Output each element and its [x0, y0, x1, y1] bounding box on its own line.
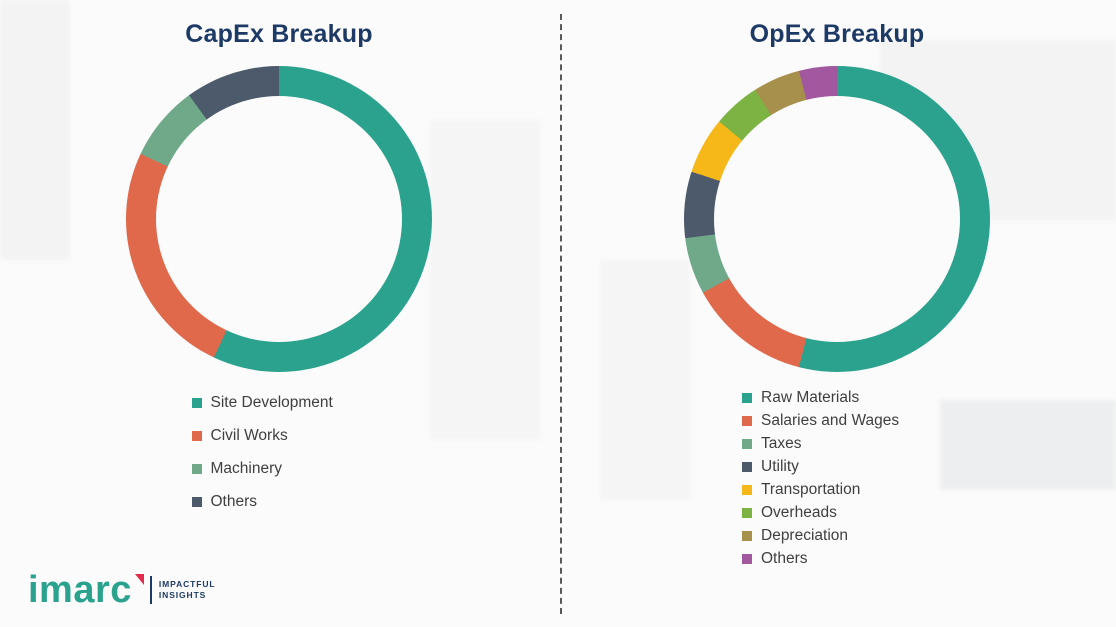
legend-item: Utility: [742, 455, 932, 478]
legend-label: Salaries and Wages: [761, 411, 900, 429]
legend-label: Transportation: [761, 480, 861, 498]
legend-label: Depreciation: [761, 526, 849, 544]
legend-item: Civil Works: [191, 419, 367, 452]
legend-label: Overheads: [761, 503, 837, 521]
capex-panel: CapEx Breakup Site Development Civil Wor…: [126, 20, 432, 518]
dashed-divider: [560, 14, 562, 614]
legend-item: Site Development: [191, 386, 367, 419]
legend-label: Civil Works: [210, 426, 288, 444]
donut-hole: [714, 96, 960, 342]
legend-swatch: [191, 496, 202, 507]
capex-donut-chart: [126, 66, 432, 372]
opex-panel: OpEx Breakup Raw Materials Salaries and …: [558, 0, 1116, 627]
legend-swatch: [191, 463, 202, 474]
logo-tagline: IMPACTFUL INSIGHTS: [159, 579, 216, 602]
legend-item: Others: [191, 485, 367, 518]
logo-tagline-line1: IMPACTFUL: [158, 578, 216, 589]
legend-swatch: [191, 430, 202, 441]
legend-item: Overheads: [742, 501, 932, 524]
legend-item: Salaries and Wages: [742, 409, 932, 432]
legend-item: Raw Materials: [742, 386, 932, 409]
legend-label: Site Development: [210, 393, 333, 411]
donut-hole: [156, 96, 402, 342]
legend-swatch: [742, 553, 752, 564]
legend-swatch: [742, 507, 752, 518]
legend-swatch: [742, 530, 752, 541]
legend-swatch: [742, 415, 752, 426]
legend-label: Machinery: [210, 459, 283, 477]
legend-label: Others: [761, 549, 808, 567]
opex-legend: Raw Materials Salaries and Wages Taxes U…: [742, 386, 932, 570]
legend-label: Raw Materials: [761, 388, 860, 406]
legend-item: Others: [742, 547, 932, 570]
legend-item: Taxes: [742, 432, 932, 455]
opex-donut-chart: [684, 66, 990, 372]
imarc-logo: imarc IMPACTFUL INSIGHTS: [28, 571, 215, 609]
legend-swatch: [742, 461, 752, 472]
legend-item: Depreciation: [742, 524, 932, 547]
legend-item: Transportation: [742, 478, 932, 501]
chart-title-opex: OpEx Breakup: [749, 20, 925, 48]
chart-title-capex: CapEx Breakup: [185, 20, 373, 48]
logo-brand-text: imarc: [28, 569, 132, 611]
legend-swatch: [742, 484, 752, 495]
legend-label: Taxes: [761, 434, 802, 452]
logo-divider-bar: [149, 576, 152, 604]
legend-swatch: [742, 438, 752, 449]
legend-label: Utility: [761, 457, 799, 475]
legend-item: Machinery: [191, 452, 367, 485]
legend-label: Others: [210, 492, 258, 510]
logo-tagline-line2: INSIGHTS: [158, 590, 207, 600]
legend-swatch: [191, 397, 202, 408]
legend-swatch: [742, 392, 752, 403]
logo-accent-icon: [134, 573, 144, 585]
capex-legend: Site Development Civil Works Machinery O…: [191, 386, 367, 518]
